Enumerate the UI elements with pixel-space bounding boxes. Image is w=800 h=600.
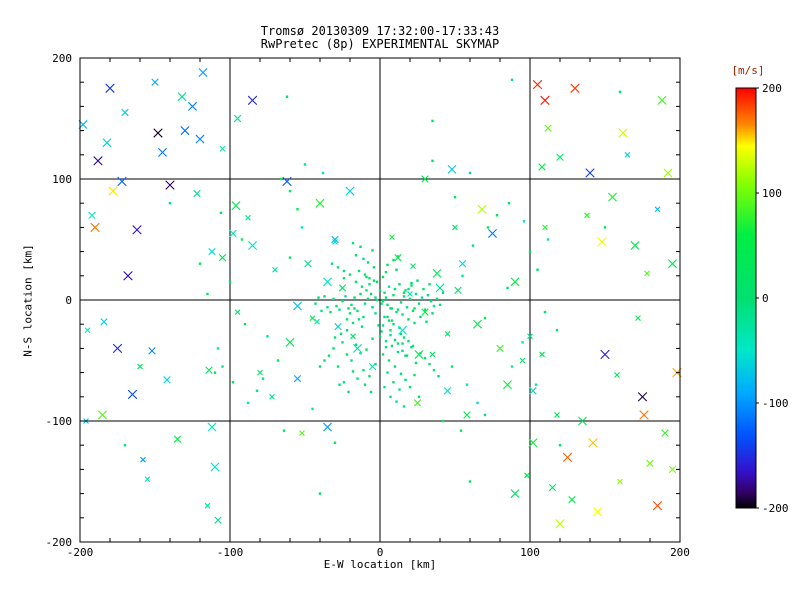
svg-text:0: 0 (65, 294, 72, 307)
svg-text:-100: -100 (762, 397, 789, 410)
svg-text:100: 100 (52, 173, 72, 186)
x-axis-label: E-W location [km] (323, 558, 437, 571)
svg-text:100: 100 (762, 187, 782, 200)
svg-text:100: 100 (520, 546, 540, 559)
svg-text:0: 0 (762, 292, 769, 305)
svg-text:200: 200 (52, 52, 72, 65)
svg-text:-200: -200 (67, 546, 94, 559)
svg-text:-200: -200 (762, 502, 789, 515)
svg-text:-200: -200 (46, 536, 73, 549)
svg-text:0: 0 (377, 546, 384, 559)
svg-text:200: 200 (762, 82, 782, 95)
svg-text:-100: -100 (46, 415, 73, 428)
svg-text:200: 200 (670, 546, 690, 559)
svg-text:-100: -100 (217, 546, 244, 559)
plot-subtitle: RwPretec (8p) EXPERIMENTAL SKYMAP (260, 37, 500, 51)
colorbar-label: [m/s] (731, 64, 765, 77)
plot-title: Tromsø 20130309 17:32:00-17:33:43 (260, 24, 500, 38)
